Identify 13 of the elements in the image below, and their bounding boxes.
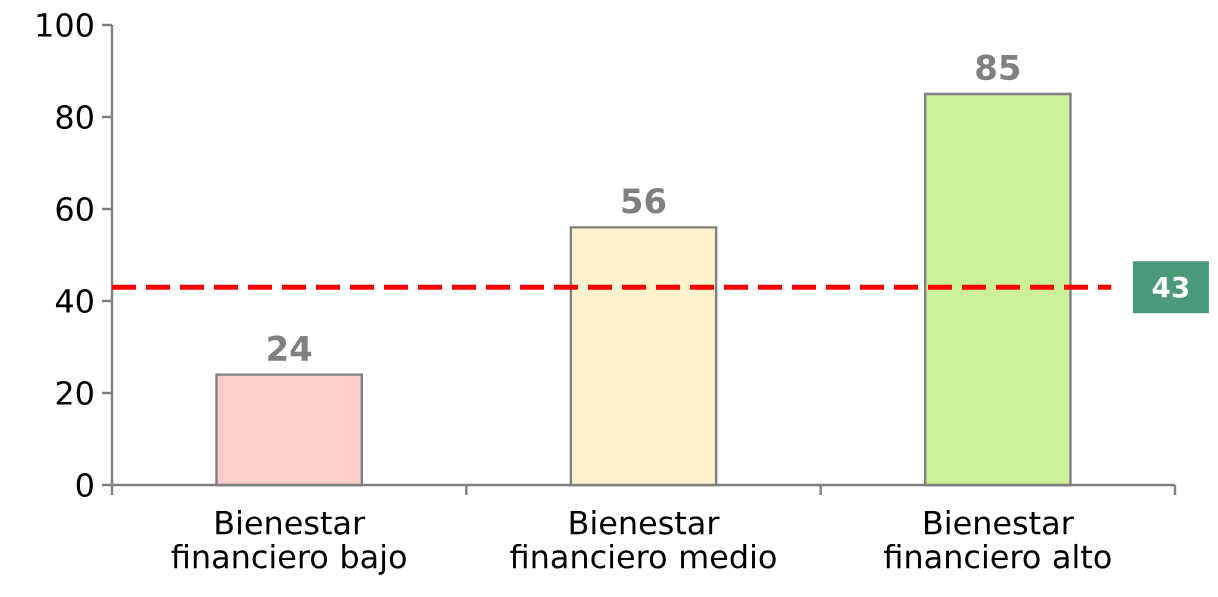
x-tick-label: Bienestar financiero bajo: [171, 510, 406, 575]
y-tick-label: 60: [56, 196, 93, 222]
y-tick-label: 0: [76, 472, 93, 498]
y-tick-label: 40: [55, 288, 93, 314]
data-label: 24: [268, 335, 312, 361]
data-label: 56: [622, 187, 666, 214]
ref-line-label: 43: [1152, 276, 1189, 298]
x-tick-label: Bienestar financiero medio: [510, 510, 776, 569]
y-tick-label: 100: [37, 12, 93, 38]
data-label: 85: [976, 54, 1020, 81]
x-tick-label: Bienestar financiero alto: [884, 510, 1111, 569]
y-tick-label: 20: [56, 380, 93, 406]
y-tick-label: 80: [56, 104, 93, 130]
